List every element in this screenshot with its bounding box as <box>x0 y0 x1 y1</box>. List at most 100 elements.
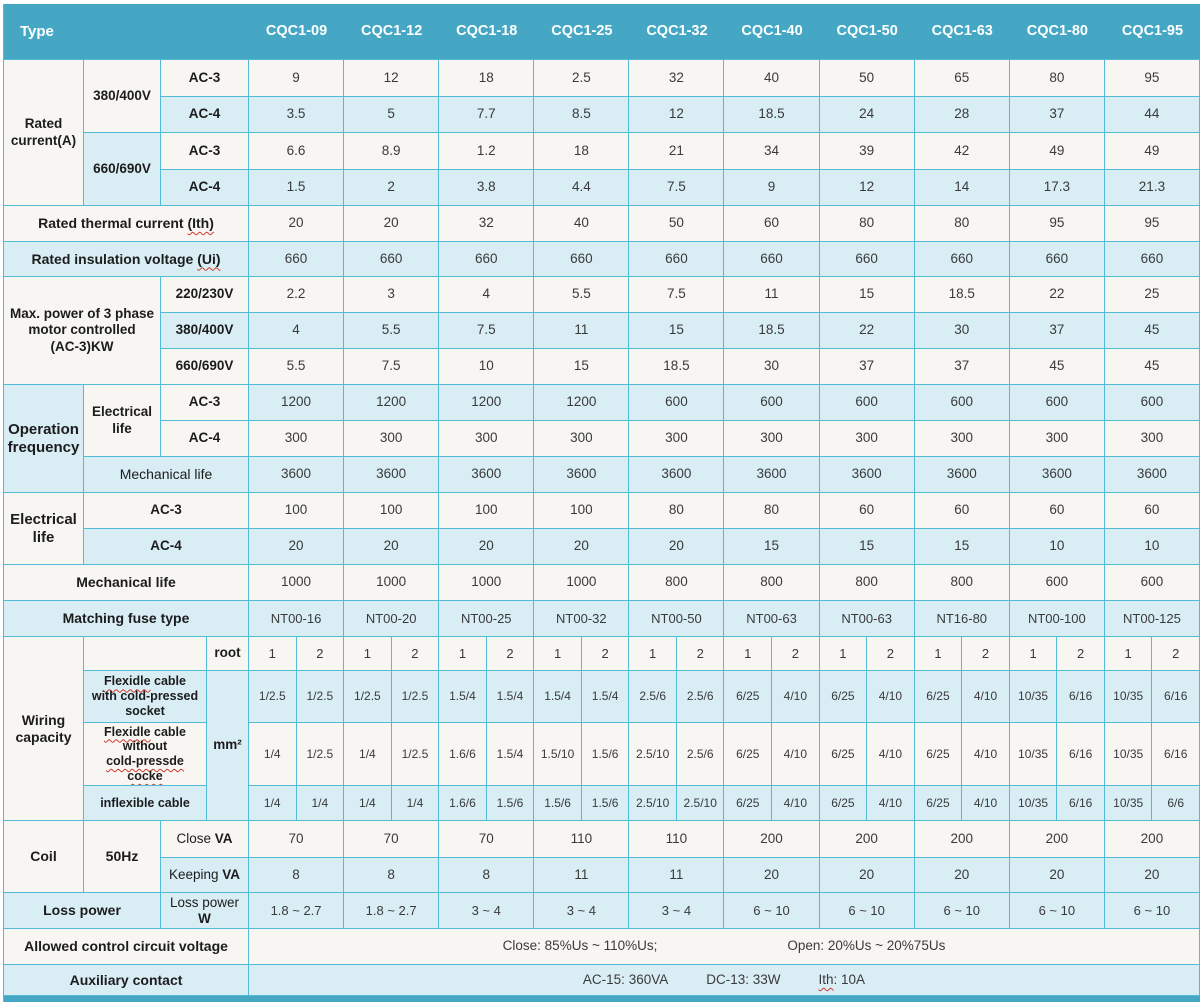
root-value-18: 1 <box>1104 637 1153 671</box>
label-part: : 10A <box>833 971 866 987</box>
loss-value-4: 3 ~ 4 <box>629 893 725 929</box>
of-ac4-value-2: 300 <box>439 421 535 457</box>
wiring-2-value-0: 1/4 <box>249 786 297 821</box>
mech-value-5: 800 <box>724 565 820 601</box>
rc-660-ac3-value-6: 39 <box>819 133 915 170</box>
row-label-root: root <box>207 637 249 671</box>
thermal-value-2: 32 <box>439 206 535 242</box>
thermal-value-7: 80 <box>914 206 1010 242</box>
fuse-value-9: NT00-125 <box>1104 601 1200 637</box>
model-header-4: CQC1-32 <box>629 4 725 60</box>
of-mech-value-1: 3600 <box>344 457 440 493</box>
keeping-va-value-9: 20 <box>1104 858 1200 893</box>
mp-1-value-0: 4 <box>249 313 345 349</box>
wiring-1-value-2: 1/4 <box>344 723 392 786</box>
model-header-9: CQC1-95 <box>1104 4 1200 60</box>
row-label-mm2-unit: mm² <box>207 671 249 821</box>
row-label-rc-660-ac4: AC-4 <box>161 169 249 206</box>
keeping-va-value-4: 11 <box>629 858 725 893</box>
keeping-va-value-1: 8 <box>344 858 440 893</box>
mp-2-value-2: 10 <box>439 349 535 385</box>
el-ac3-value-8: 60 <box>1009 493 1105 529</box>
thermal-value-4: 50 <box>629 206 725 242</box>
rc-660-ac4-value-7: 14 <box>914 169 1010 206</box>
wiring-2-value-8: 2.5/10 <box>629 786 677 821</box>
of-mech-value-3: 3600 <box>534 457 630 493</box>
row-label-cable-without-socket: Flexidle cable without cold-pressde cocke <box>84 723 207 786</box>
model-header-3: CQC1-25 <box>534 4 630 60</box>
bottom-bar <box>4 996 1200 1002</box>
wiring-2-value-3: 1/4 <box>391 786 440 821</box>
mp-2-value-3: 15 <box>534 349 630 385</box>
rc-380-ac3-value-0: 9 <box>249 60 345 97</box>
rc-380-ac3-value-2: 18 <box>439 60 535 97</box>
row-label-el-ac3: AC-3 <box>84 493 249 529</box>
mech-value-6: 800 <box>819 565 915 601</box>
keeping-va-value-5: 20 <box>724 858 820 893</box>
wiring-2-value-14: 6/25 <box>914 786 963 821</box>
row-label-50hz: 50Hz <box>84 821 161 893</box>
of-ac4-value-7: 300 <box>914 421 1010 457</box>
wiring-0-value-16: 10/35 <box>1009 671 1058 723</box>
mp-0-value-6: 15 <box>819 277 915 313</box>
rc-380-ac4-value-5: 18.5 <box>724 96 820 133</box>
fuse-value-2: NT00-25 <box>439 601 535 637</box>
el-ac3-value-3: 100 <box>534 493 630 529</box>
el-ac3-value-5: 80 <box>724 493 820 529</box>
of-ac3-value-0: 1200 <box>249 385 345 421</box>
wiring-1-value-16: 10/35 <box>1009 723 1058 786</box>
of-ac3-value-9: 600 <box>1104 385 1200 421</box>
label-part: with cold-pressed <box>91 689 199 704</box>
close-va-value-7: 200 <box>914 821 1010 858</box>
aux-item-1: DC-13: 33W <box>706 972 780 988</box>
of-mech-value-2: 3600 <box>439 457 535 493</box>
el-ac3-value-7: 60 <box>914 493 1010 529</box>
row-label-loss-power: Loss power <box>4 893 161 929</box>
of-mech-value-0: 3600 <box>249 457 345 493</box>
insulation-value-0: 660 <box>249 242 345 277</box>
spec-table: Type CQC1-09 CQC1-12 CQC1-18 CQC1-25 CQC1-32 C… <box>3 4 1200 1002</box>
row-label-of-mechanical-life: Mechanical life <box>84 457 249 493</box>
wiring-2-value-5: 1.5/6 <box>486 786 535 821</box>
row-label-keeping-va: Keeping VA <box>161 858 249 893</box>
model-header-5: CQC1-40 <box>724 4 820 60</box>
label-part: motor controlled <box>28 322 136 338</box>
row-label-fuse: Matching fuse type <box>4 601 249 637</box>
wiring-2-value-18: 10/35 <box>1104 786 1153 821</box>
label-part: cold-pressde <box>106 754 184 768</box>
wiring-0-value-1: 1/2.5 <box>296 671 345 723</box>
rc-660-ac3-value-5: 34 <box>724 133 820 170</box>
root-value-7: 2 <box>581 637 630 671</box>
wiring-0-value-8: 2.5/6 <box>629 671 677 723</box>
of-ac3-value-1: 1200 <box>344 385 440 421</box>
root-value-5: 2 <box>486 637 535 671</box>
label-part: Rated insulation voltage <box>31 250 198 267</box>
fuse-value-0: NT00-16 <box>249 601 345 637</box>
rc-380-ac3-value-1: 12 <box>344 60 440 97</box>
root-value-13: 2 <box>867 637 915 671</box>
row-label-insulation: Rated insulation voltage (Ui) <box>4 242 249 277</box>
rc-660-ac3-value-2: 1.2 <box>439 133 535 170</box>
type-header: Type <box>4 4 249 60</box>
rc-380-ac4-value-3: 8.5 <box>534 96 630 133</box>
row-label-rated-current: Rated current(A) <box>4 60 84 206</box>
keeping-va-value-3: 11 <box>534 858 630 893</box>
mech-value-2: 1000 <box>439 565 535 601</box>
fuse-value-4: NT00-50 <box>629 601 725 637</box>
row-label-rc-380-ac3: AC-3 <box>161 60 249 97</box>
root-value-1: 2 <box>296 637 345 671</box>
rc-380-ac3-value-6: 50 <box>819 60 915 97</box>
wiring-0-value-7: 1.5/4 <box>581 671 630 723</box>
model-header-1: CQC1-12 <box>344 4 440 60</box>
of-ac4-value-4: 300 <box>629 421 725 457</box>
wiring-1-value-13: 4/10 <box>867 723 915 786</box>
rc-380-ac4-value-9: 44 <box>1104 96 1200 133</box>
label-part: Ith <box>818 971 834 987</box>
allowed-close-range: Close: 85%Us ~ 110%Us; <box>502 938 658 954</box>
rc-660-ac4-value-6: 12 <box>819 169 915 206</box>
label-part: cable <box>150 724 186 739</box>
rc-660-ac4-value-8: 17.3 <box>1009 169 1105 206</box>
loss-value-7: 6 ~ 10 <box>914 893 1010 929</box>
insulation-value-6: 660 <box>819 242 915 277</box>
insulation-value-2: 660 <box>439 242 535 277</box>
